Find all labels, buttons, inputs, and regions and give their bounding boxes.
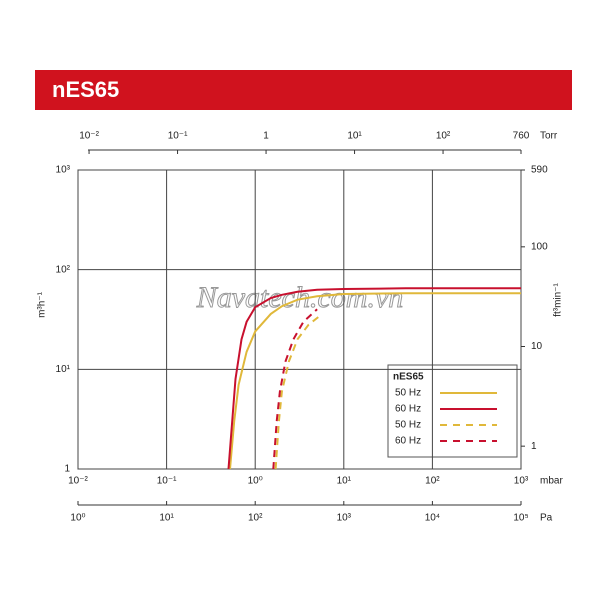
axis-tick-label: 10³ [337,513,352,524]
legend-label: 60 Hz [395,436,421,447]
y-tick-label: 1 [64,464,70,475]
axis-tick-label: 10⁴ [425,513,440,524]
title-banner [35,70,572,110]
axis-tick-label: 10² [436,131,451,142]
x-tick-label: 10² [425,476,440,487]
legend-label: 50 Hz [395,420,421,431]
x-tick-label: 10³ [514,476,529,487]
y2-tick-label: 590 [531,165,548,176]
y-axis-label: m³h⁻¹ [37,291,48,318]
axis-unit-label: Torr [540,131,558,142]
axis-tick-label: 10¹ [159,513,174,524]
y2-tick-label: 1 [531,441,537,452]
x-tick-label: 10¹ [337,476,352,487]
legend-label: 50 Hz [395,388,421,399]
x-tick-label: 10⁻¹ [157,476,177,487]
series-line [229,292,521,470]
y-tick-label: 10³ [56,165,71,176]
axis-tick-label: 10⁵ [513,513,528,524]
axis-tick-label: 760 [513,131,530,142]
y-tick-label: 10¹ [56,364,71,375]
series-line [272,308,318,470]
axis-tick-label: 10² [248,513,263,524]
axis-tick-label: 10⁻² [79,131,99,142]
chart-title: nES65 [52,77,119,102]
x-axis-label: mbar [540,476,563,487]
x-tick-label: 10⁰ [248,476,263,487]
y-tick-label: 10² [56,264,71,275]
axis-tick-label: 10⁻¹ [168,131,188,142]
series-line [274,314,322,470]
legend-title: nES65 [393,372,424,383]
series-line [227,287,521,470]
axis-tick-label: 10¹ [347,131,362,142]
y2-tick-label: 10 [531,341,543,352]
axis-tick-label: 10⁰ [70,513,85,524]
watermark: Navatech.com.vn [196,281,404,314]
axis-tick-label: 1 [263,131,269,142]
x-tick-label: 10⁻² [68,476,88,487]
axis-unit-label: Pa [540,513,553,524]
y2-axis-label: ft³min⁻¹ [553,283,564,317]
legend-label: 60 Hz [395,404,421,415]
y2-tick-label: 100 [531,241,548,252]
